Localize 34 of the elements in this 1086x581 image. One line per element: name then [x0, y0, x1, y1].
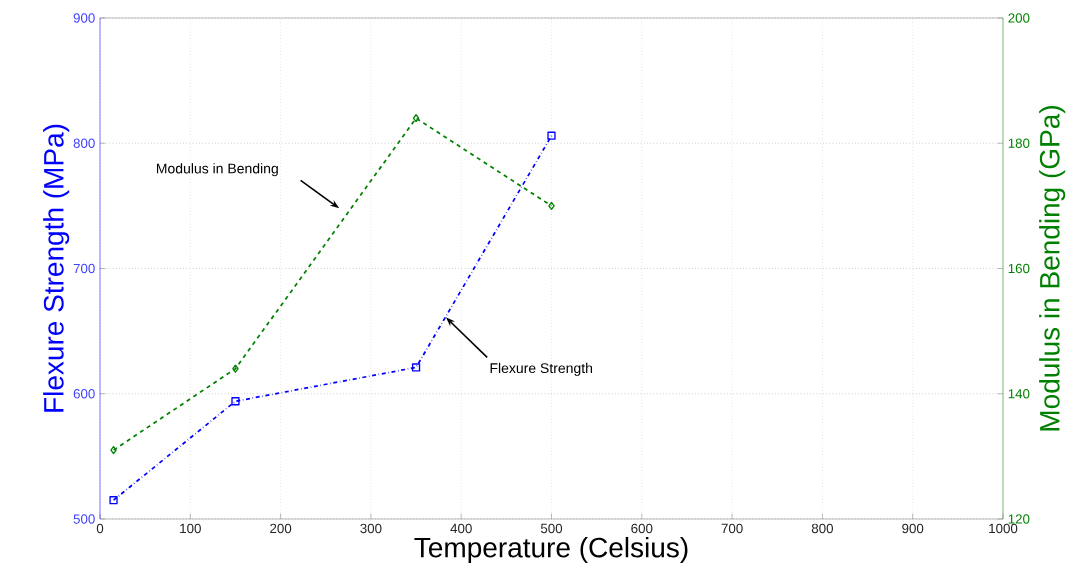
y2-tick-label: 120 [1008, 514, 1030, 524]
y2-tick-label: 200 [1008, 13, 1030, 23]
x-tick-label: 700 [721, 523, 743, 534]
y2-axis-title: Modulus in Bending (GPa) [1039, 106, 1066, 431]
x-axis-title: Temperature (Celsius) [414, 536, 688, 564]
point [232, 364, 239, 373]
y2-tick-label: 140 [1008, 389, 1030, 399]
y-tick-label: 700 [73, 263, 95, 274]
y-tick-label: 600 [73, 389, 95, 399]
y-axis-title: Flexure Strength (MPa) [43, 124, 70, 412]
x-tick-label: 800 [811, 523, 833, 534]
point [548, 201, 555, 210]
y2-tick-label: 160 [1008, 263, 1030, 274]
y2-tick-label: 180 [1008, 138, 1030, 148]
x-tick-label: 400 [450, 523, 472, 534]
point [231, 397, 240, 406]
x-tick-label: 100 [180, 523, 201, 534]
annotation: Flexure Strength [490, 362, 593, 376]
point [412, 114, 420, 123]
point [109, 496, 118, 505]
x-tick-label: 1000 [989, 523, 1018, 534]
x-tick-label: 900 [902, 523, 924, 534]
point [110, 445, 117, 455]
point [411, 363, 421, 372]
point [547, 131, 556, 140]
x-tick-label: 200 [270, 523, 292, 534]
annotation: Modulus in Bending [156, 163, 278, 177]
x-tick-label: 0 [96, 523, 104, 534]
y-tick-label: 900 [73, 13, 95, 23]
x-tick-label: 300 [360, 523, 382, 534]
x-tick-label: 500 [540, 523, 563, 534]
x-tick-label: 600 [631, 523, 653, 534]
y-tick-label: 800 [73, 138, 95, 148]
y-tick-label: 500 [73, 514, 95, 524]
